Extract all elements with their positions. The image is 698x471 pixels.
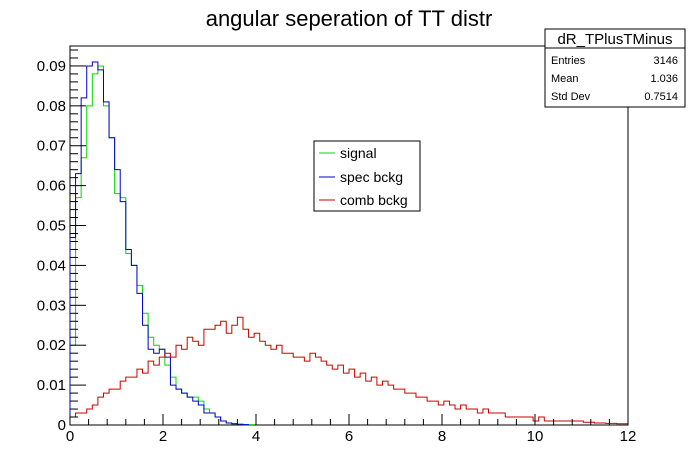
- x-tick-label: 12: [620, 428, 637, 445]
- stats-stddev-value: 0.7514: [644, 91, 678, 103]
- x-tick-label: 8: [438, 428, 446, 445]
- stats-box: dR_TPlusTMinus Entries 3146 Mean 1.036 S…: [544, 28, 686, 108]
- y-tick-label: 0.03: [37, 297, 66, 314]
- x-tick-label: 6: [345, 428, 353, 445]
- x-tick-label: 4: [252, 428, 260, 445]
- y-tick-label: 0.07: [37, 138, 66, 155]
- legend-label-signal: signal: [340, 145, 377, 161]
- stats-mean-label: Mean: [551, 73, 579, 85]
- legend-label-comb-bckg: comb bckg: [340, 192, 408, 208]
- y-tick-label: 0.02: [37, 337, 66, 354]
- y-tick-label: 0.04: [37, 257, 66, 274]
- y-tick-label: 0.09: [37, 58, 66, 75]
- stats-entries-value: 3146: [654, 55, 678, 67]
- chart-title: angular seperation of TT distr: [206, 6, 493, 31]
- stats-stddev-label: Std Dev: [551, 91, 591, 103]
- stats-mean-value: 1.036: [650, 73, 678, 85]
- y-tick-label: 0.01: [37, 377, 66, 394]
- y-tick-label: 0: [58, 417, 66, 434]
- legend: signal spec bckg comb bckg: [313, 140, 421, 212]
- x-tick-label: 2: [159, 428, 167, 445]
- y-tick-label: 0.08: [37, 98, 66, 115]
- stats-entries-label: Entries: [551, 55, 586, 67]
- series-spec-bckg: [69, 61, 250, 426]
- x-tick-label: 10: [527, 428, 544, 445]
- y-tick-label: 0.05: [37, 218, 66, 235]
- stats-box-title: dR_TPlusTMinus: [557, 31, 672, 48]
- series-comb-bckg: [69, 316, 629, 425]
- stats-box-frame: [544, 28, 686, 108]
- axis-layer: 0 2 4 6 8 10 12 0 0.01 0.02 0.03 0.04 0.05 0.06 0.07 0.…: [37, 49, 637, 445]
- series-layer: [69, 61, 629, 426]
- x-tick-label: 0: [66, 428, 74, 445]
- legend-label-spec-bckg: spec bckg: [340, 169, 403, 185]
- y-tick-label: 0.06: [37, 178, 66, 195]
